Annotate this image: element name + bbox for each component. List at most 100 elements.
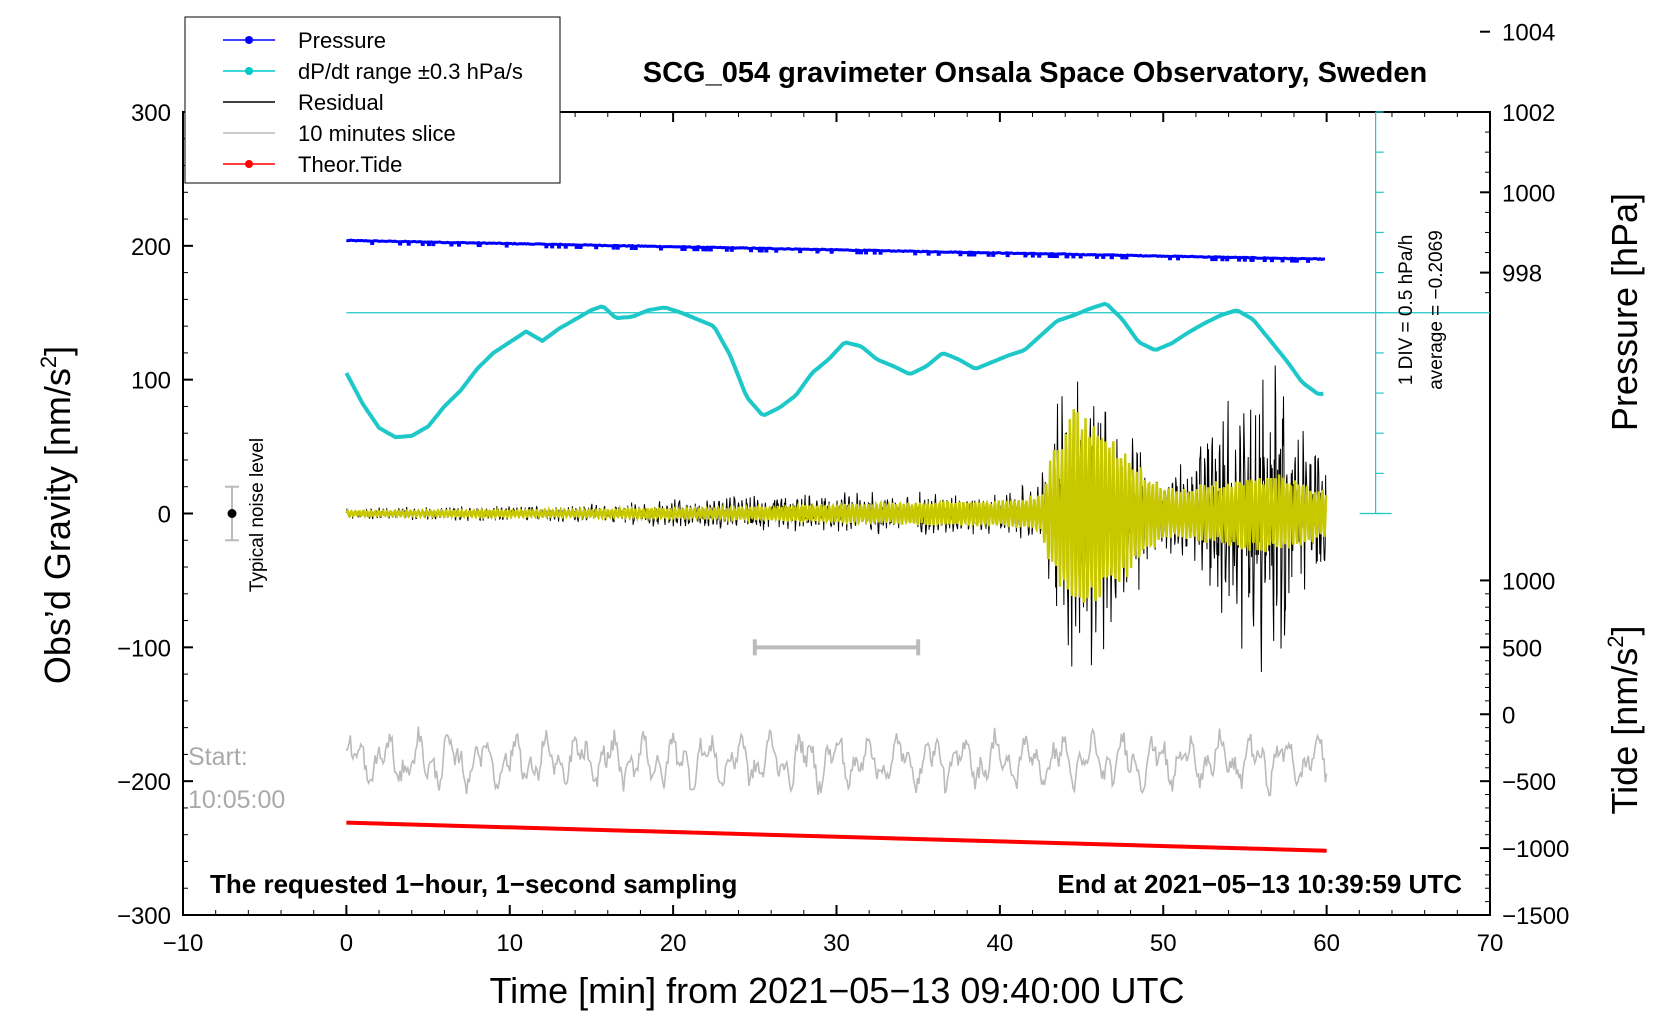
pressure-point: [1213, 257, 1218, 262]
pressure-point: [757, 248, 762, 253]
y-tick-label: 0: [158, 502, 171, 529]
pressure-point: [986, 252, 991, 257]
pressure-point: [1294, 258, 1299, 263]
pressure-point: [774, 248, 779, 253]
tide-tick-label: 1000: [1502, 568, 1555, 595]
pressure-point: [1023, 253, 1028, 258]
pressure-point: [449, 242, 454, 247]
pressure-point: [1237, 257, 1242, 262]
chart-title: SCG_054 gravimeter Onsala Space Observat…: [643, 57, 1427, 89]
x-tick-label: 40: [987, 930, 1014, 957]
y-tick-label: 200: [131, 234, 171, 261]
pressure-point: [1120, 255, 1125, 260]
pressure-point: [615, 245, 620, 250]
scale-bar-average-text: average = −0.2069: [1426, 230, 1447, 390]
pressure-point: [798, 249, 803, 254]
legend: Pressure dP/dt range ±0.3 hPa/s Residual 10…: [184, 16, 561, 184]
pressure-point: [972, 252, 977, 257]
pressure-point: [1047, 253, 1052, 258]
legend-label: 10 minutes slice: [298, 121, 456, 146]
y-tick-label: 100: [131, 368, 171, 395]
y-axis-label-left-close: ]: [37, 346, 78, 356]
pressure-point: [1005, 253, 1010, 258]
pressure-point: [680, 246, 685, 251]
pressure-point: [1054, 254, 1059, 259]
y-axis-label-left-main: Obs’d Gravity [nm/s: [37, 368, 78, 684]
pressure-tick-label: 1000: [1502, 180, 1555, 207]
pressure-point: [563, 244, 568, 249]
y-axis-label-tide: Tide [nm/s2]: [1603, 626, 1645, 815]
pressure-point: [420, 241, 425, 246]
y-axis-label-tide-sup: 2: [1603, 636, 1628, 648]
legend-marker: [245, 67, 253, 75]
y-tick-label: −100: [117, 635, 171, 662]
pressure-point: [815, 249, 820, 254]
pressure-point: [1176, 256, 1181, 261]
pressure-point: [611, 245, 616, 250]
x-tick-label: 20: [660, 930, 687, 957]
legend-label: Pressure: [298, 28, 386, 53]
pressure-point: [872, 250, 877, 255]
pressure-point: [578, 244, 583, 249]
pressure-point: [633, 246, 638, 251]
legend-marker: [245, 160, 253, 168]
pressure-point: [1037, 253, 1042, 258]
pressure-point: [544, 244, 549, 249]
pressure-point: [913, 251, 918, 256]
noise-bar-center: [227, 509, 237, 518]
pressure-point: [991, 252, 996, 257]
pressure-point: [398, 241, 403, 246]
pressure-point: [406, 241, 411, 246]
ten-minute-slice-series: [345, 726, 1328, 797]
pressure-tick-label: 1002: [1502, 100, 1555, 127]
pressure-point: [704, 247, 709, 252]
legend-label: Theor.Tide: [298, 152, 402, 177]
x-tick-label: 0: [340, 930, 353, 957]
pressure-point: [855, 250, 860, 255]
pressure-point: [550, 244, 555, 249]
x-tick-label: −10: [163, 930, 204, 957]
y-tick-label: 300: [131, 100, 171, 127]
legend-items: Pressure dP/dt range ±0.3 hPa/s Residual 10…: [223, 28, 523, 177]
tide-tick-label: −1500: [1502, 903, 1569, 930]
x-axis-label: Time [min] from 2021−05−13 09:40:00 UTC: [489, 970, 1184, 1011]
tide-series: [346, 820, 1327, 853]
pressure-point: [1071, 254, 1076, 259]
y-axis-label-tide-close: ]: [1604, 626, 1645, 636]
y-tick-label: −300: [117, 903, 171, 930]
slice-start-time: 10:05:00: [188, 786, 285, 814]
pressure-point: [426, 242, 431, 247]
pressure-point: [695, 247, 700, 252]
pressure-point: [1262, 258, 1267, 263]
noise-level-label: Typical noise level: [247, 438, 268, 592]
pressure-point: [557, 244, 562, 249]
pressure-point: [1030, 253, 1035, 258]
pressure-point: [1306, 258, 1311, 263]
pressure-point: [574, 244, 579, 249]
pressure-point: [724, 247, 729, 252]
pressure-point: [829, 249, 834, 254]
pressure-point: [1101, 254, 1106, 259]
x-tick-label: 60: [1313, 930, 1340, 957]
tide-tick-label: −500: [1502, 769, 1556, 796]
x-tick-label: 70: [1477, 930, 1504, 957]
pressure-point: [1269, 258, 1274, 263]
pressure-point: [1078, 254, 1083, 259]
pressure-point: [729, 247, 734, 252]
y-axis-label-left: Obs’d Gravity [nm/s2]: [36, 346, 78, 684]
pressure-point: [1249, 257, 1254, 262]
pressure-point: [1094, 254, 1099, 259]
pressure-point: [504, 243, 509, 248]
x-tick-label: 30: [823, 930, 850, 957]
pressure-point: [1051, 254, 1056, 259]
pressure-point: [476, 243, 481, 248]
annotation-sampling: The requested 1−hour, 1−second sampling: [210, 869, 737, 899]
tide-tick-label: 0: [1502, 702, 1515, 729]
pressure-point: [1291, 258, 1296, 263]
x-tick-label: 10: [496, 930, 523, 957]
legend-marker: [245, 36, 253, 44]
y-axis-label-left-sup: 2: [36, 356, 61, 368]
tide-tick-label: −1000: [1502, 836, 1569, 863]
pressure-point: [1280, 258, 1285, 263]
pressure-point: [1065, 254, 1070, 259]
